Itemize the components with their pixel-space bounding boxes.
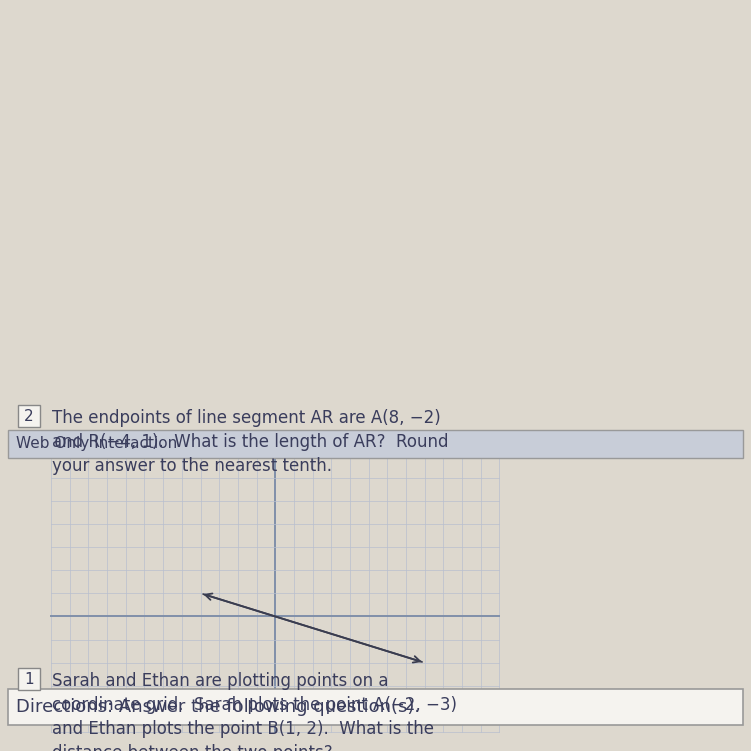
FancyBboxPatch shape <box>18 668 40 690</box>
Text: Web Only Interaction: Web Only Interaction <box>16 436 177 451</box>
Text: 1: 1 <box>24 671 34 686</box>
FancyBboxPatch shape <box>8 689 743 725</box>
Text: distance between the two points?: distance between the two points? <box>52 744 333 751</box>
Text: 2: 2 <box>24 409 34 424</box>
Text: your answer to the nearest tenth.: your answer to the nearest tenth. <box>52 457 332 475</box>
Text: and Ethan plots the point B(1, 2).  What is the: and Ethan plots the point B(1, 2). What … <box>52 720 434 738</box>
Text: coordinate grid.  Sarah plots the point A(−2, −3): coordinate grid. Sarah plots the point A… <box>52 696 457 714</box>
FancyBboxPatch shape <box>8 430 743 458</box>
Text: Sarah and Ethan are plotting points on a: Sarah and Ethan are plotting points on a <box>52 672 388 690</box>
Text: and R(−4, 1).  What is the length of AR?  Round: and R(−4, 1). What is the length of AR? … <box>52 433 448 451</box>
Text: The endpoints of line segment AR are A(8, −2): The endpoints of line segment AR are A(8… <box>52 409 441 427</box>
FancyBboxPatch shape <box>18 406 40 427</box>
Text: Directions: Answer the following question(s).: Directions: Answer the following questio… <box>16 698 420 716</box>
